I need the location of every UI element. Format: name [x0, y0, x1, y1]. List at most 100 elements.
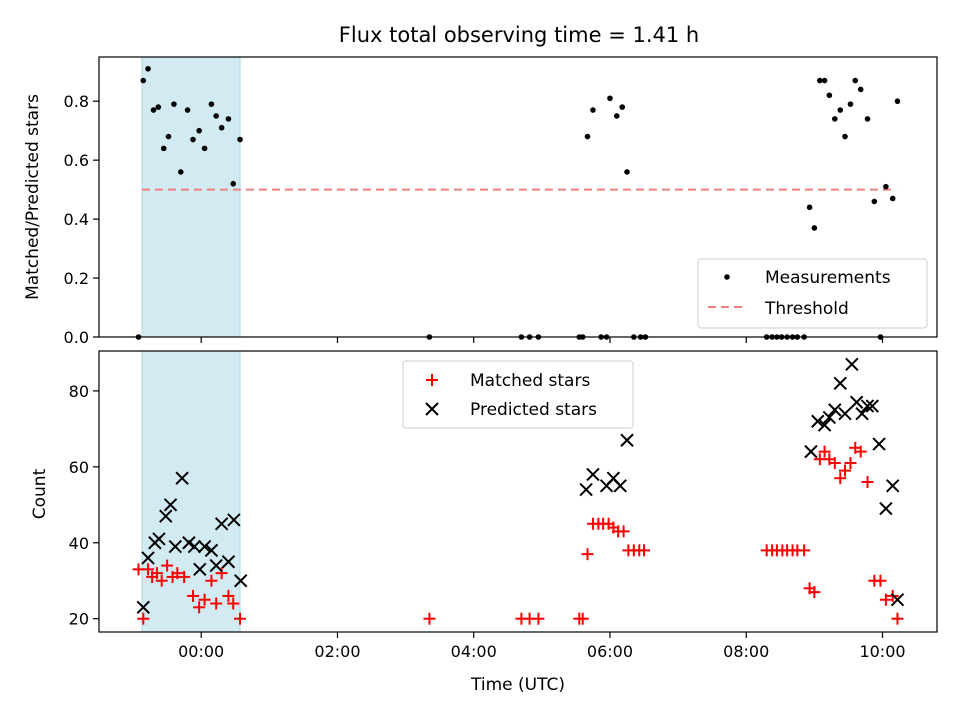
- measurement-point: [218, 124, 225, 131]
- bottom-legend-box: [402, 360, 634, 429]
- matched-star-point: [839, 464, 852, 477]
- matched-star-point: [879, 593, 892, 606]
- predicted-star-point: [141, 551, 155, 565]
- top-legend-box: [697, 258, 928, 329]
- measurement-point: [190, 136, 196, 143]
- predicted-star-point: [193, 562, 207, 577]
- predicted-star-point: [849, 395, 864, 409]
- bottom-x-axis-label: Time (UTC): [470, 675, 565, 695]
- x-tick-label: 06:00: [587, 642, 633, 661]
- y-tick-label: 0.0: [64, 328, 89, 347]
- predicted-star-point: [168, 539, 183, 554]
- measurement-point: [806, 204, 813, 211]
- matched-star-point: [227, 597, 240, 610]
- top-highlight-span: [141, 56, 241, 338]
- predicted-star-point: [197, 539, 212, 554]
- measurement-point: [817, 77, 823, 84]
- measurement-point: [165, 133, 172, 140]
- predicted-star-point: [214, 517, 229, 531]
- legend-matched-marker: [426, 374, 438, 386]
- predicted-star-point: [227, 513, 241, 527]
- x-tick-label: 02:00: [314, 642, 360, 661]
- predicted-star-point: [136, 600, 150, 615]
- predicted-star-point: [855, 406, 869, 421]
- predicted-star-point: [860, 399, 875, 413]
- top-legend: Measurements Threshold: [697, 258, 928, 329]
- legend-predicted-label: Predicted stars: [470, 400, 597, 420]
- measurement-point: [852, 77, 859, 84]
- measurement-point: [864, 116, 871, 122]
- predicted-star-point: [886, 479, 900, 493]
- measurement-point: [584, 133, 591, 140]
- top-x-ticks: [200, 337, 884, 343]
- measurement-point: [196, 127, 202, 134]
- matched-star-point: [581, 548, 594, 561]
- measurement-point: [826, 92, 833, 99]
- measurement-point: [847, 101, 854, 107]
- matched-star-point: [818, 445, 831, 458]
- matched-star-point: [155, 574, 168, 587]
- measurement-point: [171, 101, 177, 107]
- measurement-point: [821, 77, 828, 84]
- matched-star-point: [891, 612, 904, 625]
- y-tick-label: 0.2: [64, 269, 89, 288]
- measurement-point: [150, 107, 157, 113]
- y-tick-label: 60: [69, 458, 89, 477]
- matched-star-point: [222, 589, 235, 602]
- figure-title: Flux total observing time = 1.41 h: [339, 23, 699, 47]
- matched-star-point: [617, 525, 630, 538]
- measurement-point: [145, 65, 151, 72]
- bottom-legend: Matched stars Predicted stars: [402, 360, 634, 429]
- matched-star-point: [854, 445, 867, 458]
- predicted-star-point: [586, 467, 600, 482]
- matched-star-point: [861, 476, 874, 489]
- matched-star-point: [171, 567, 184, 580]
- bottom-x-ticks: 00:00 02:00 04:00 06:00 08:00 10:00: [178, 632, 906, 661]
- top-panel: 0.00.20.40.60.8 Matched/Predicted stars …: [23, 56, 938, 347]
- predicted-star-point: [833, 376, 847, 390]
- measurement-point: [607, 95, 613, 102]
- measurement-point: [613, 113, 620, 119]
- measurement-point: [889, 195, 896, 202]
- predicted-star-point: [234, 574, 248, 588]
- predicted-star-point: [221, 555, 236, 569]
- x-tick-label: 04:00: [451, 642, 497, 661]
- bottom-panel: 00:00 02:00 04:00 06:00 08:00 10:00 20406080 …: [30, 350, 938, 695]
- measurement-point: [811, 225, 818, 231]
- measurement-point: [230, 180, 237, 187]
- matched-star-point: [874, 574, 887, 587]
- y-tick-label: 0.8: [64, 92, 89, 111]
- matched-star-point: [423, 612, 436, 625]
- y-tick-label: 0.6: [64, 151, 89, 170]
- measurement-point: [201, 145, 208, 152]
- top-axes-frame: [98, 56, 938, 338]
- matched-star-point: [178, 570, 191, 583]
- predicted-star-point: [879, 501, 893, 516]
- matched-star-point: [193, 601, 206, 614]
- measurement-point: [140, 77, 147, 84]
- bottom-y-ticks: 20 40 60 80: [69, 382, 99, 629]
- measurement-point: [857, 86, 864, 93]
- predicted-star-point: [838, 406, 852, 421]
- matched-star-point: [828, 457, 841, 470]
- measurement-point: [837, 107, 844, 113]
- measurement-point: [894, 98, 901, 105]
- measurement-point: [225, 116, 232, 122]
- predicted-star-point: [187, 539, 202, 554]
- measurement-point: [208, 101, 215, 107]
- measurement-point: [590, 107, 596, 113]
- predicted-star-point: [209, 558, 223, 573]
- matched-star-point: [137, 612, 150, 625]
- legend-measurement-marker: [724, 274, 730, 280]
- measurement-point: [160, 145, 167, 152]
- y-tick-label: 0.4: [64, 210, 89, 229]
- predicted-star-point: [845, 357, 859, 371]
- x-tick-label: 00:00: [178, 642, 224, 661]
- predicted-star-point: [579, 482, 593, 497]
- measurement-point: [155, 104, 162, 110]
- matched-star-point: [198, 593, 211, 606]
- predicted-star-point: [620, 433, 634, 447]
- matched-star-point: [808, 586, 821, 599]
- predicted-star-point: [872, 437, 886, 451]
- y-tick-label: 20: [69, 610, 89, 629]
